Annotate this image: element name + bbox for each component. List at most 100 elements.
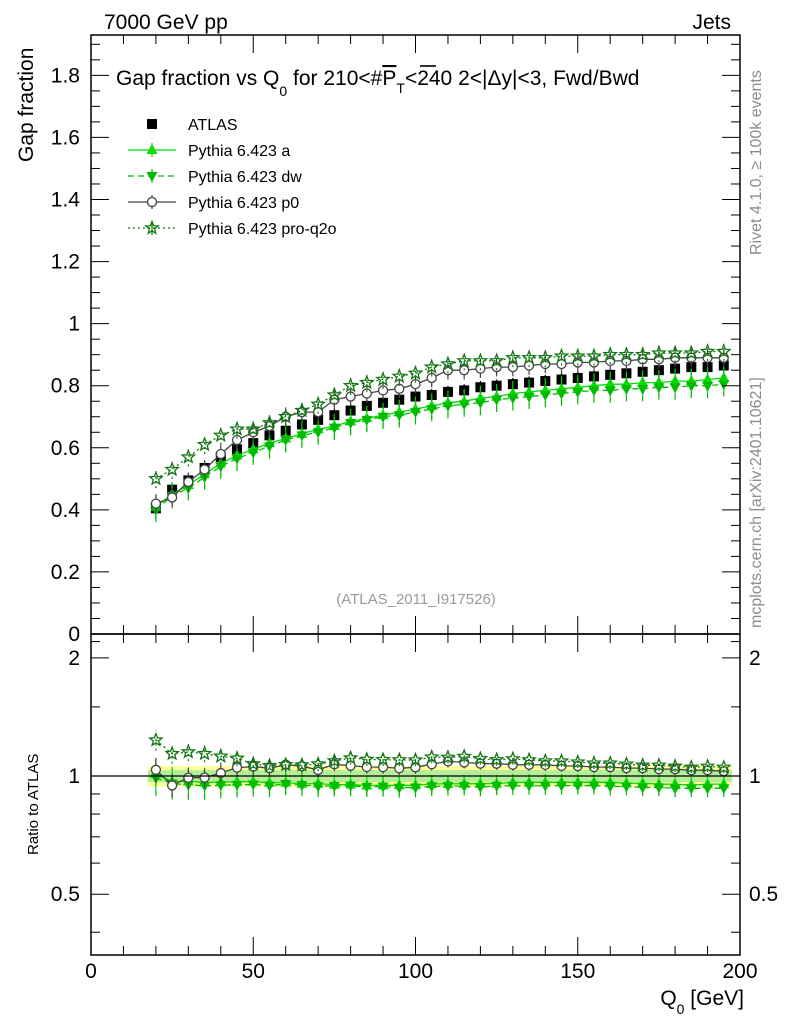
data-point bbox=[423, 358, 440, 374]
data-point bbox=[523, 392, 535, 403]
ratio-point bbox=[667, 758, 683, 774]
data-point bbox=[683, 344, 700, 360]
legend-label: ATLAS bbox=[188, 117, 238, 134]
title-part-p: P bbox=[382, 67, 396, 90]
rivet-label: Rivet 4.1.0, ≥ 100k events bbox=[748, 70, 765, 255]
ratio-point bbox=[569, 753, 586, 769]
data-point bbox=[229, 420, 245, 436]
ratio-point bbox=[166, 780, 178, 791]
ratio-point bbox=[407, 751, 424, 767]
data-point bbox=[537, 349, 554, 365]
data-point bbox=[377, 412, 389, 423]
data-point bbox=[569, 347, 586, 363]
ratio-y-tick-label-right: 0.5 bbox=[749, 883, 778, 906]
x-tick-label: 50 bbox=[242, 960, 265, 983]
series-2 bbox=[150, 371, 730, 523]
title-part-sub: 0 bbox=[279, 83, 287, 99]
ratio-point bbox=[410, 783, 421, 794]
mcplots-label: mcplots.cern.ch [arXiv:2401.10621] bbox=[748, 377, 765, 628]
ratio-point bbox=[491, 781, 503, 792]
data-point bbox=[604, 378, 616, 389]
data-point bbox=[310, 396, 327, 412]
data-point bbox=[410, 408, 421, 419]
ratio-point bbox=[375, 751, 391, 767]
data-point bbox=[588, 386, 600, 397]
data-point bbox=[602, 346, 619, 362]
ratio-point bbox=[394, 763, 405, 774]
main-plot-marks bbox=[148, 342, 732, 523]
data-point bbox=[164, 461, 181, 477]
data-point bbox=[521, 349, 537, 365]
legend-entry: Pythia 6.423 dw bbox=[128, 169, 302, 186]
ratio-point bbox=[180, 743, 197, 759]
ratio-point bbox=[247, 780, 259, 791]
ratio-point bbox=[150, 764, 162, 775]
data-point bbox=[507, 394, 519, 405]
data-point bbox=[391, 368, 408, 384]
legend-entry: Pythia 6.423 pro-q2o bbox=[128, 219, 337, 238]
ratio-point bbox=[685, 784, 697, 795]
ratio-point bbox=[345, 781, 357, 792]
ratio-point bbox=[215, 767, 226, 779]
data-point bbox=[328, 423, 340, 434]
ratio-point bbox=[358, 751, 375, 767]
data-point bbox=[294, 402, 310, 418]
data-point bbox=[277, 408, 294, 424]
data-point bbox=[702, 373, 714, 384]
title-part-pre: Gap fraction vs Q bbox=[116, 67, 279, 90]
ratio-y-tick-label-right: 1 bbox=[749, 765, 761, 788]
data-point bbox=[637, 384, 649, 395]
ratio-point bbox=[669, 784, 681, 795]
ratio-point bbox=[523, 781, 535, 792]
ratio-y-tick-label: 0.5 bbox=[51, 883, 80, 906]
legend-marker bbox=[147, 119, 157, 129]
ratio-point bbox=[361, 782, 373, 793]
data-point bbox=[458, 400, 470, 411]
data-point bbox=[488, 352, 505, 368]
ratio-point bbox=[507, 781, 519, 792]
data-point bbox=[556, 389, 568, 400]
title-part-psub: T bbox=[396, 80, 405, 96]
ratio-point bbox=[229, 750, 245, 766]
data-point bbox=[375, 371, 391, 387]
y-tick-label: 1.6 bbox=[51, 126, 80, 149]
x-tick-label: 100 bbox=[398, 960, 433, 983]
ratio-point bbox=[553, 752, 570, 768]
x-tick-label: 200 bbox=[722, 960, 757, 983]
ratio-point bbox=[377, 782, 389, 793]
legend-entry: ATLAS bbox=[147, 117, 238, 134]
ratio-point bbox=[440, 749, 456, 765]
data-point bbox=[231, 434, 243, 446]
ratio-point bbox=[604, 782, 616, 793]
ratio-point bbox=[312, 782, 324, 793]
ratio-y-axis-label: Ratio to ATLAS bbox=[25, 754, 42, 855]
ratio-point bbox=[556, 781, 568, 792]
data-point bbox=[667, 344, 683, 360]
data-point bbox=[361, 415, 373, 426]
data-point bbox=[180, 448, 197, 464]
x-tick-label: 150 bbox=[560, 960, 595, 983]
ratio-point bbox=[650, 757, 667, 773]
ratio-y-tick-label-right: 2 bbox=[749, 647, 761, 670]
ratio-point bbox=[521, 751, 537, 767]
ratio-point bbox=[261, 757, 278, 773]
data-point bbox=[361, 388, 372, 399]
ratio-point bbox=[456, 748, 473, 764]
data-point bbox=[442, 401, 454, 412]
legend-entry: Pythia 6.423 p0 bbox=[128, 195, 299, 212]
header-right: Jets bbox=[692, 11, 731, 34]
data-point bbox=[504, 349, 521, 365]
ratio-y-tick-label: 1 bbox=[68, 765, 80, 788]
data-point bbox=[474, 398, 486, 409]
ratio-point bbox=[602, 754, 619, 770]
header-left: 7000 GeV pp bbox=[104, 11, 228, 34]
ratio-point bbox=[310, 755, 327, 771]
data-point bbox=[345, 418, 357, 429]
ratio-point bbox=[683, 759, 700, 775]
data-point bbox=[456, 352, 473, 368]
ratio-point bbox=[196, 745, 213, 761]
data-point bbox=[699, 343, 716, 359]
data-point bbox=[407, 365, 424, 380]
data-point bbox=[312, 428, 324, 439]
